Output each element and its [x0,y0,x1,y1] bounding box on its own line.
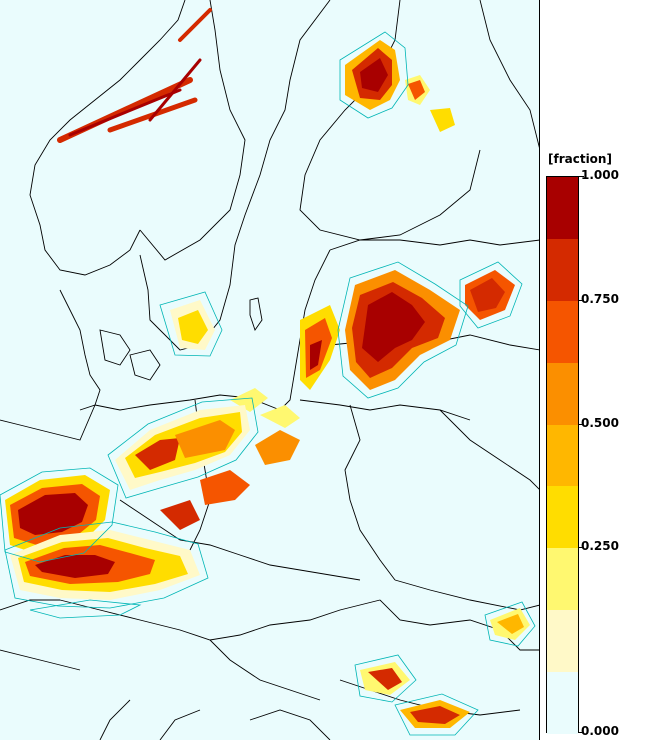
field-southern-norway [57,8,212,143]
legend-tick-label: 0.000 [581,724,619,738]
map-panel [0,0,540,740]
legend-tick-mark [579,732,584,733]
legend-title: [fraction] [548,152,612,166]
field-central-finland [345,40,455,132]
legend-tick-mark [579,423,584,425]
legend-bin [547,300,578,363]
legend-bin [547,177,578,239]
field-sweden-inland [170,300,268,412]
legend-tick-label: 1.000 [581,168,619,182]
legend-panel: [fraction] 1.000 0.750 0.500 0.250 0.000 [540,0,669,740]
contour-lines [0,31,536,736]
legend-tick-mark [579,547,584,549]
field-romania-bulgaria [360,608,530,728]
field-northern-germany-poland [115,405,300,505]
legend-bin [547,610,578,673]
legend-bin [547,548,578,611]
legend-colorbar [546,176,579,734]
field-latvia-lithuania [300,270,515,390]
legend-tick-label: 0.750 [581,291,619,306]
legend-bin [547,238,578,301]
legend-tick-label: 0.500 [581,415,619,430]
map-canvas [0,0,539,740]
field-southern-germany [10,500,200,600]
legend-bin [547,424,578,487]
legend-tick-label: 0.250 [581,539,619,554]
legend-tick-mark [579,299,584,301]
legend-bin [547,486,578,549]
coastlines [0,0,539,740]
legend-tick-mark [579,176,584,177]
legend-bin [547,672,578,734]
legend-bin [547,362,578,425]
